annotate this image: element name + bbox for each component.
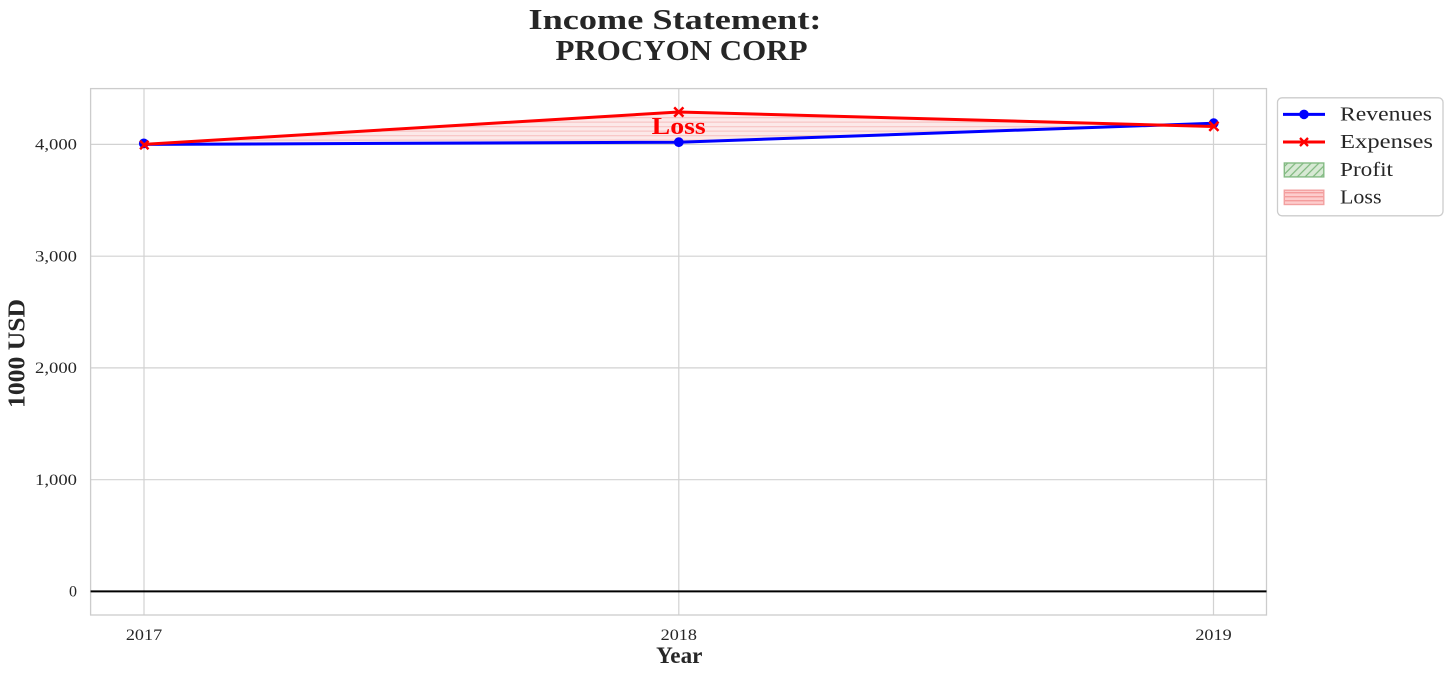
- svg-text:Loss: Loss: [652, 114, 706, 140]
- svg-text:1000 USD: 1000 USD: [4, 299, 30, 408]
- svg-text:Expenses: Expenses: [1340, 131, 1433, 153]
- svg-text:2019: 2019: [1195, 627, 1231, 644]
- svg-text:Profit: Profit: [1340, 159, 1394, 181]
- svg-text:2017: 2017: [126, 627, 162, 644]
- svg-text:Loss: Loss: [1340, 186, 1382, 208]
- svg-text:1,000: 1,000: [35, 472, 77, 489]
- svg-text:PROCYON CORP: PROCYON CORP: [556, 35, 808, 67]
- svg-text:2,000: 2,000: [35, 360, 77, 377]
- svg-text:2018: 2018: [661, 627, 697, 644]
- svg-text:3,000: 3,000: [35, 249, 77, 266]
- svg-text:Income Statement:: Income Statement:: [529, 4, 822, 36]
- svg-text:0: 0: [69, 584, 77, 601]
- svg-text:Revenues: Revenues: [1340, 104, 1432, 126]
- svg-text:4,000: 4,000: [35, 137, 77, 154]
- svg-text:Year: Year: [656, 643, 702, 668]
